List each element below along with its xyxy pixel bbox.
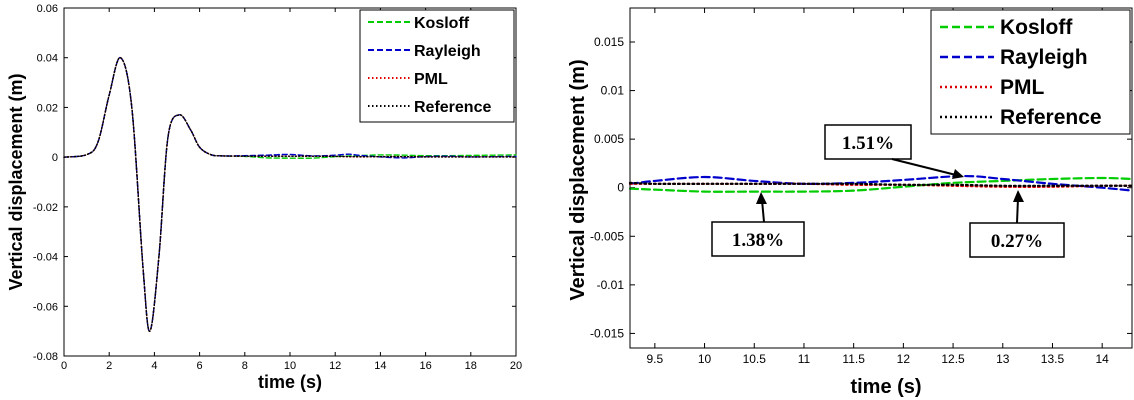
left-x-tick-label: 4 [151, 360, 157, 372]
left-y-tick-label: 0 [52, 152, 58, 164]
annotation-1-38-label: 1.38% [732, 230, 784, 251]
left-x-axis-label: time (s) [258, 372, 322, 392]
annotation-1-38-box [711, 221, 805, 257]
left-x-tick-label: 12 [329, 360, 341, 372]
left-x-tick-label: 20 [510, 360, 522, 372]
right-chart: 9.5 10 10.5 11 11.5 12 12.5 13 13.5 14 -0.015 -0.01… [567, 7, 1134, 398]
right-y-tick-label: -0.015 [590, 326, 624, 340]
annotation-1-51-arrowhead [952, 169, 964, 179]
annotation-0-27-box [969, 222, 1065, 258]
right-y-tick-label: 0.015 [594, 35, 624, 49]
right-x-tick-label: 12 [897, 352, 911, 366]
right-x-tick-label: 10 [698, 352, 712, 366]
right-x-tick-label: 14 [1095, 352, 1109, 366]
annotation-1-38: 1.38% [711, 192, 805, 257]
left-chart: 0 2 4 6 8 10 12 14 16 18 20 -0.08 -0.06 -0.04 -0.02 0 0.… [6, 3, 522, 392]
right-y-tick-label: 0 [617, 181, 624, 195]
right-series-rayleigh-line [628, 174, 1134, 192]
annotation-1-51-arrow-line [891, 158, 957, 176]
left-y-tick-label: 0.06 [37, 3, 58, 15]
left-y-axis-label: Vertical displacement (m) [6, 73, 26, 290]
left-y-tick-label: 0.02 [37, 102, 58, 114]
right-y-tick-label: -0.005 [590, 229, 624, 243]
right-plot-area [629, 7, 1133, 349]
annotation-1-51-label: 1.51% [842, 133, 894, 154]
left-x-tick-label: 18 [465, 360, 477, 372]
right-x-tick-label: 11.5 [842, 352, 865, 366]
left-x-tick-label: 10 [284, 360, 296, 372]
left-y-tick-label: 0.04 [37, 53, 58, 65]
right-y-tick-label: 0.01 [601, 84, 625, 98]
left-x-tick-label: 14 [374, 360, 386, 372]
right-x-tick-label: 9.5 [647, 352, 664, 366]
left-legend-label-pml: PML [414, 71, 448, 88]
annotation-1-51: 1.51% [824, 124, 964, 179]
right-x-axis-label: time (s) [850, 376, 921, 398]
right-series-reference-line [628, 181, 1134, 187]
right-y-tick-label: -0.01 [597, 278, 625, 292]
annotation-0-27-arrow-line [1016, 197, 1019, 224]
left-x-tick-label: 16 [419, 360, 431, 372]
left-x-tick-label: 6 [197, 360, 203, 372]
left-y-tick-label: -0.04 [33, 252, 58, 264]
right-y-axis-label: Vertical displacement (m) [567, 59, 589, 300]
left-y-tick-label: -0.08 [33, 351, 58, 363]
right-legend-label-kosloff: Kosloff [1000, 16, 1073, 39]
right-x-tick-label: 10.5 [743, 352, 767, 366]
right-series-kosloff-line [628, 176, 1134, 193]
annotation-1-38-arrowhead [756, 192, 767, 204]
right-x-tick-label: 12.5 [941, 352, 965, 366]
right-legend-label-rayleigh: Rayleigh [1000, 46, 1088, 69]
left-x-tick-label: 8 [242, 360, 248, 372]
left-legend-box [359, 9, 515, 123]
right-x-tick-label: 11 [798, 352, 811, 366]
right-legend-label-reference: Reference [1000, 106, 1102, 129]
annotation-0-27-arrowhead [1013, 190, 1024, 202]
right-y-tick-label: 0.005 [594, 132, 624, 146]
right-x-tick-label: 13 [996, 352, 1010, 366]
right-legend-label-pml: PML [1000, 76, 1045, 99]
right-legend: Kosloff Rayleigh PML Reference [930, 9, 1131, 135]
left-x-tick-label: 0 [61, 360, 67, 372]
left-x-tick-label: 2 [106, 360, 112, 372]
left-series-reference-line [63, 57, 517, 332]
left-legend: Kosloff Rayleigh PML Reference [359, 9, 515, 123]
left-legend-label-rayleigh: Rayleigh [414, 43, 481, 60]
left-legend-label-reference: Reference [414, 99, 491, 116]
left-y-tick-label: -0.06 [33, 301, 58, 313]
annotation-1-51-box [824, 124, 912, 160]
left-legend-label-kosloff: Kosloff [414, 15, 470, 32]
annotation-0-27-label: 0.27% [991, 231, 1043, 252]
left-y-tick-label: -0.02 [33, 202, 58, 214]
annotation-0-27: 0.27% [969, 190, 1065, 258]
right-legend-box [930, 9, 1131, 135]
right-x-tick-label: 13.5 [1041, 352, 1065, 366]
